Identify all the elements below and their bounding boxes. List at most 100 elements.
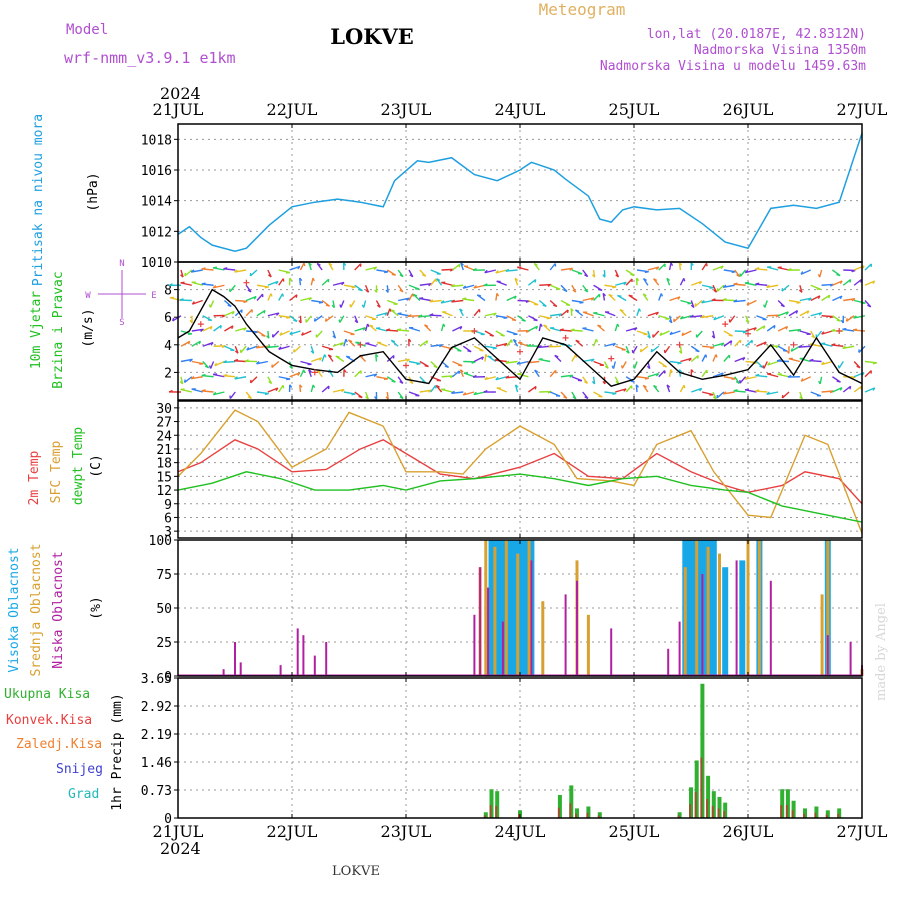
- wind-arrowhead: [458, 264, 461, 268]
- wind-arrow: [625, 327, 638, 332]
- wind-arrowhead: [467, 349, 472, 353]
- wind-arrow: [365, 373, 377, 378]
- precip-conv-bar: [785, 805, 788, 818]
- wind-arrowhead: [595, 339, 599, 343]
- wind-arrowhead: [733, 282, 738, 285]
- wind-arrow: [842, 278, 852, 286]
- cloud-low-bar: [701, 574, 704, 676]
- wind-arrowhead: [849, 279, 852, 283]
- wind-arrowhead: [731, 271, 736, 274]
- cloud-mid-bar: [826, 540, 830, 676]
- lonlat-info: lon,lat (20.0187E, 42.8312N): [647, 27, 866, 42]
- cloud-low-bar: [769, 580, 772, 676]
- wind-arrow: [234, 269, 247, 273]
- wind-arrowhead: [264, 286, 269, 289]
- wind-arrow: [386, 354, 395, 363]
- wind-arrow: [864, 370, 872, 378]
- wind-arrowhead: [575, 354, 578, 358]
- wind-arrow: [777, 311, 789, 317]
- temperature-ytick-label: 21: [156, 443, 172, 458]
- wind-arrow: [538, 345, 551, 349]
- precip-total-bar: [495, 791, 500, 818]
- wind-arrowhead: [289, 277, 293, 282]
- wind-arrow: [680, 315, 692, 320]
- wind-arrowhead: [744, 269, 749, 274]
- wind-arrow: [767, 360, 779, 366]
- wind-gust-marker: [790, 341, 797, 348]
- wind-arrowhead: [505, 360, 510, 364]
- wind-arrow: [800, 376, 812, 382]
- wind-arrowhead: [786, 350, 790, 354]
- precip-total-bar: [557, 794, 562, 818]
- precip-conv-bar: [791, 810, 794, 818]
- wind-arrow: [679, 384, 685, 393]
- wind-arrowhead: [460, 369, 464, 373]
- wind-arrowhead: [201, 373, 206, 377]
- dewpoint-line: [177, 471, 863, 523]
- wind-arrow: [658, 293, 662, 301]
- wind-arrowhead: [688, 357, 692, 362]
- wind-arrow: [325, 315, 334, 322]
- wind-arrow: [615, 281, 627, 286]
- pressure-ytick-label: 1012: [141, 225, 172, 240]
- wind-arrow: [180, 340, 191, 347]
- wind-arrowhead: [406, 358, 410, 363]
- wind-arrow: [440, 323, 445, 332]
- wind-arrowhead: [299, 277, 303, 282]
- wind-arrow: [463, 284, 475, 289]
- wind-arrowhead: [514, 277, 519, 282]
- wind-arrowhead: [831, 328, 836, 332]
- wind-arrowhead: [301, 332, 304, 336]
- wind-arrowhead: [515, 384, 519, 388]
- cloud-low-bar: [239, 662, 242, 676]
- wind-arrowhead: [462, 392, 467, 396]
- wind-arrow: [267, 280, 279, 286]
- wind-arrowhead: [845, 318, 848, 322]
- wind-arrow: [570, 329, 583, 332]
- pressure-panel: 1010 1012 1014 1016 1018: [141, 123, 863, 271]
- wind-arrow: [495, 293, 498, 301]
- wind-arrow: [739, 269, 747, 277]
- legend-total-rain: Ukupna Kisa: [4, 687, 90, 702]
- wind-arrow: [363, 300, 367, 308]
- wind-arrow: [766, 391, 779, 395]
- wind-gust-marker: [608, 355, 615, 362]
- wind-arrow: [279, 330, 290, 336]
- wind-arrow: [696, 330, 703, 338]
- wind-arrowhead: [782, 349, 788, 352]
- wind-arrowhead: [554, 354, 559, 358]
- wind-arrowhead: [343, 262, 347, 266]
- wind-arrowhead: [704, 354, 708, 358]
- wind-arrowhead: [278, 346, 282, 350]
- wind-arrowhead: [612, 342, 616, 347]
- wind-arrowhead: [625, 350, 630, 354]
- wind-arrow: [593, 293, 601, 301]
- wind-arrow: [505, 360, 518, 364]
- wind-arrow: [701, 354, 707, 362]
- wind-arrowhead: [809, 358, 814, 362]
- wind-arrow: [560, 374, 573, 378]
- wind-arrowhead: [343, 369, 347, 373]
- wind-arrowhead: [539, 323, 543, 327]
- wind-arrowhead: [416, 362, 421, 365]
- wind-arrowhead: [316, 262, 321, 266]
- wind-arrowhead: [698, 281, 703, 285]
- wind-arrow: [429, 314, 442, 317]
- station-title: LOKVE: [330, 24, 414, 49]
- wind-arrowhead: [799, 396, 803, 400]
- wind-arrowhead: [516, 361, 521, 365]
- wind-arrowhead: [298, 319, 302, 324]
- wind-arrowhead: [542, 304, 547, 307]
- wind-arrowhead: [308, 262, 312, 266]
- wind-arrow: [271, 360, 280, 368]
- wind-arrowhead: [406, 297, 410, 301]
- precip-conv-bar: [837, 813, 840, 818]
- wind-arrow: [235, 327, 247, 332]
- wind-arrow: [191, 340, 201, 347]
- cloud-low-bar: [667, 648, 670, 676]
- wind-arrow: [272, 330, 280, 338]
- wind-arrowhead: [655, 266, 660, 270]
- wind-arrow: [249, 269, 258, 277]
- precip-total-bar: [597, 812, 602, 818]
